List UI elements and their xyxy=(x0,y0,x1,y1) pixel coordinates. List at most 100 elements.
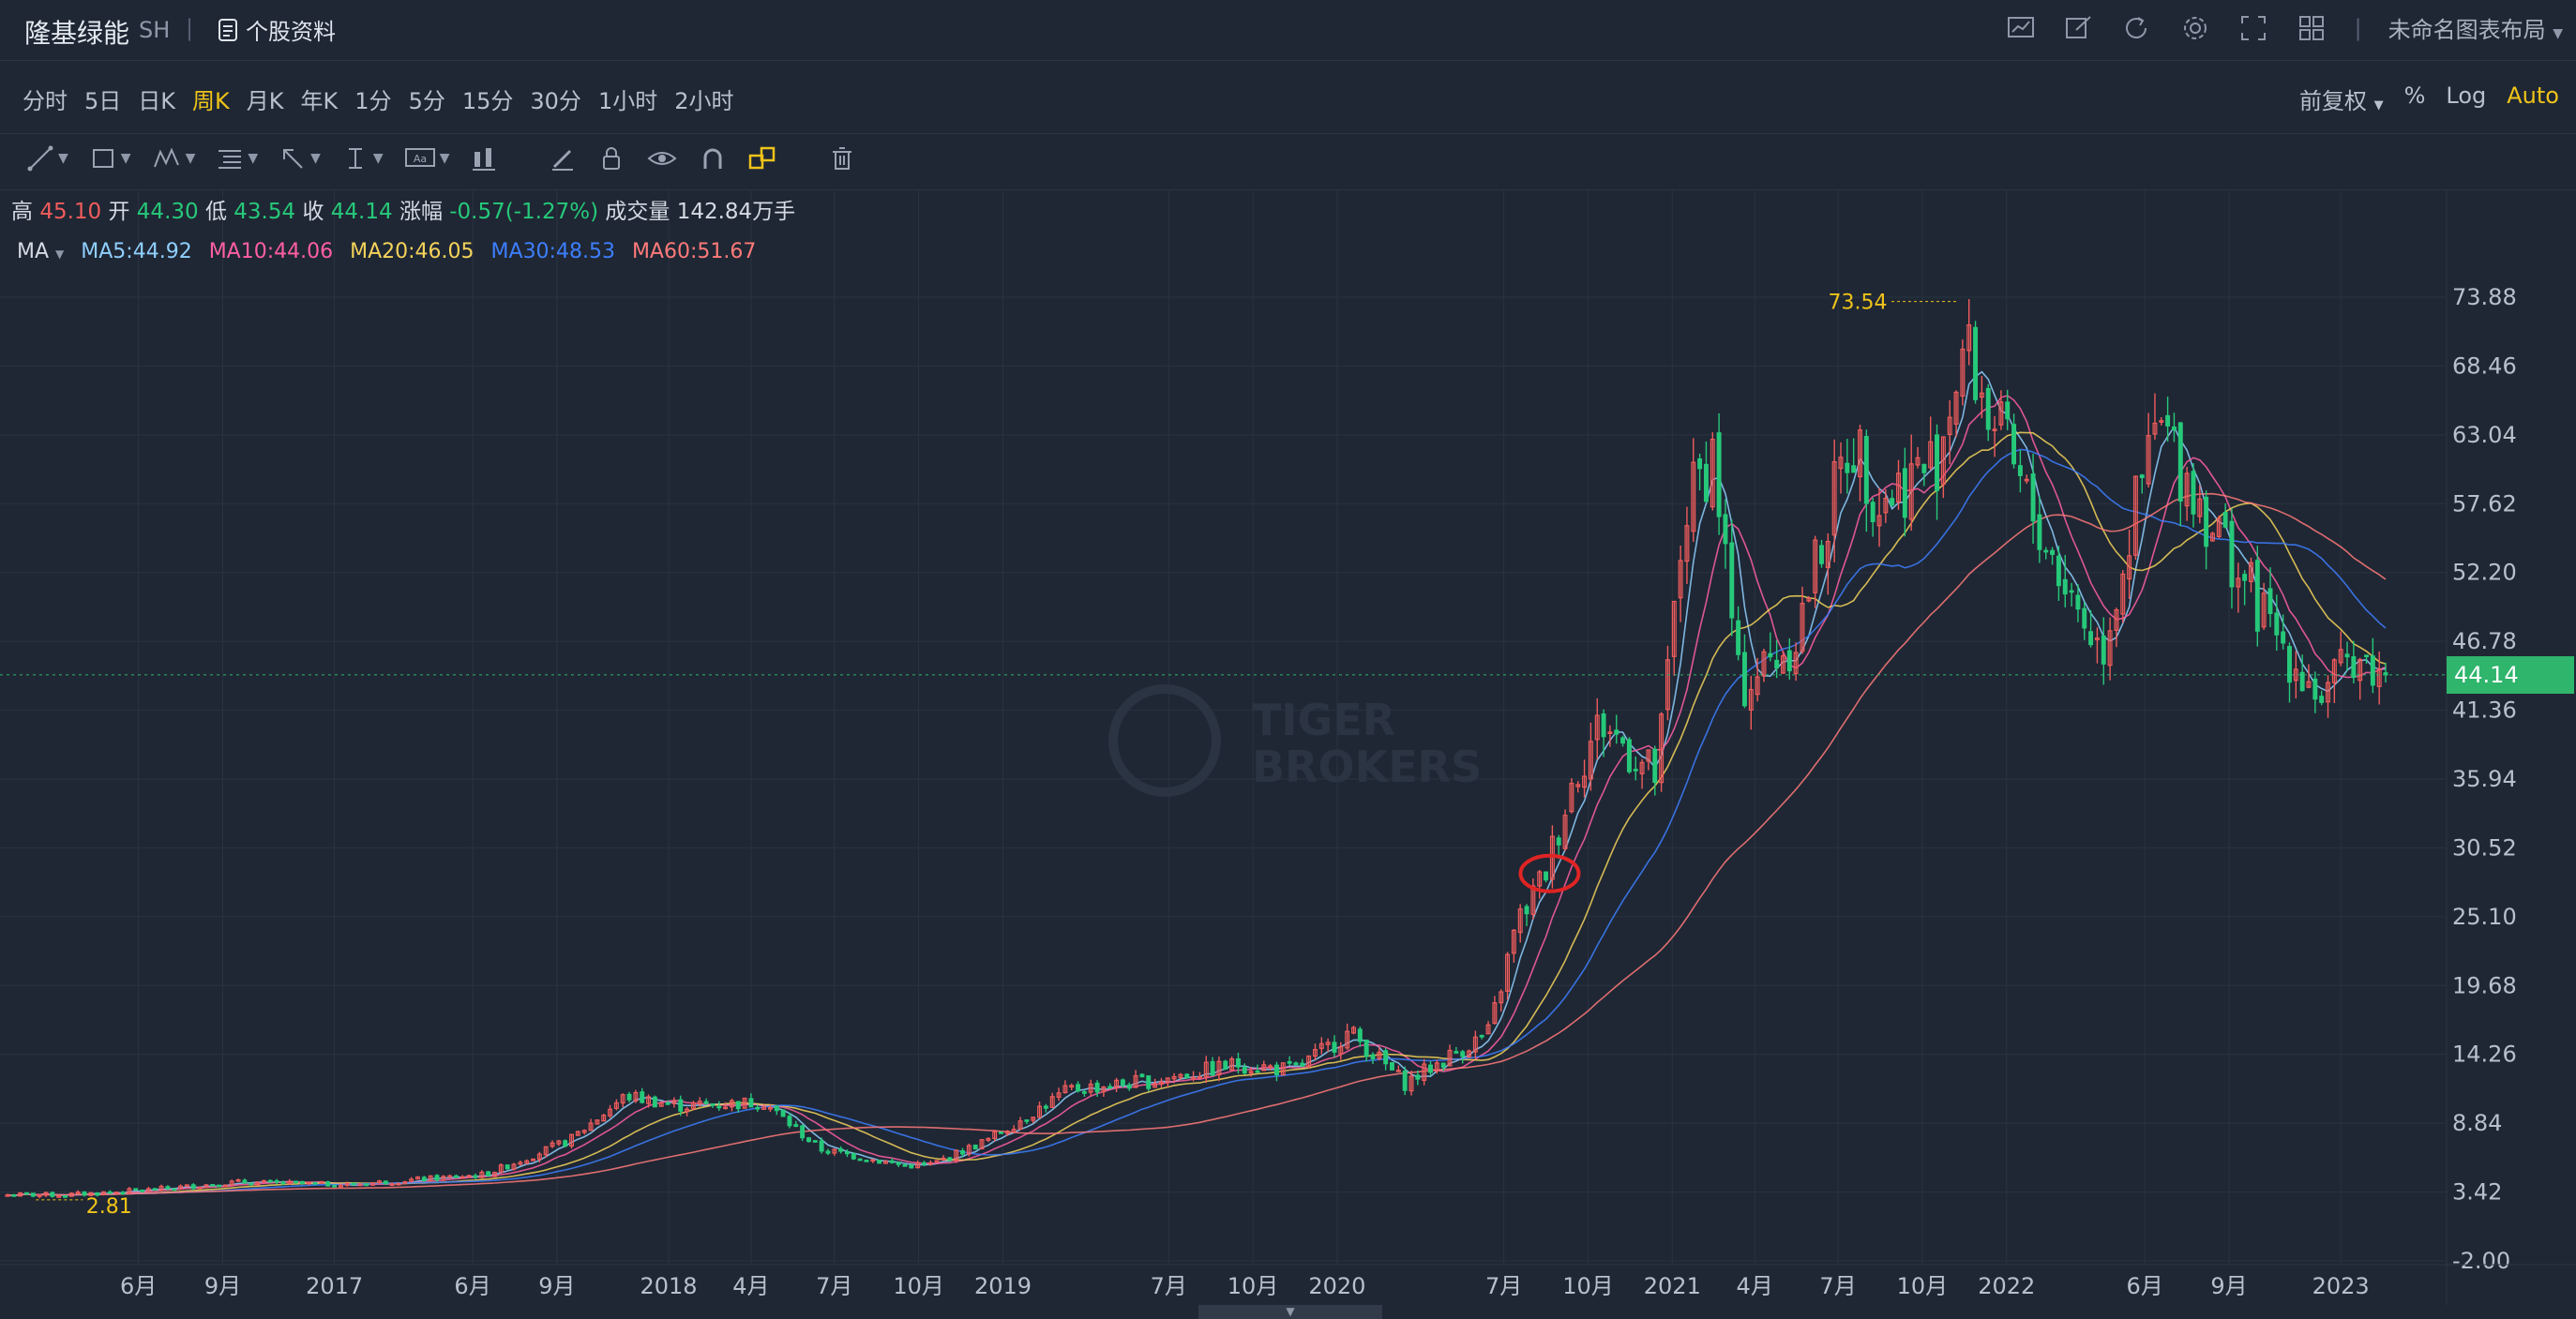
candle-up xyxy=(1377,1051,1382,1059)
candle-down xyxy=(120,1192,126,1195)
candle-up xyxy=(306,1181,311,1185)
rectangle-tool[interactable]: ▼ xyxy=(89,144,131,172)
high-value: 45.10 xyxy=(39,200,102,224)
arrow-tool[interactable]: ▼ xyxy=(279,144,321,172)
candle-down xyxy=(364,1183,369,1187)
candle-down xyxy=(267,1179,273,1183)
candle-down xyxy=(1845,462,1850,473)
change-value: -0.57(-1.27%) xyxy=(449,200,599,224)
time-tick-label: 2018 xyxy=(640,1273,698,1299)
link-shapes-tool[interactable] xyxy=(747,144,777,172)
candle-up xyxy=(479,1171,485,1178)
watermark-logo xyxy=(1108,684,1221,797)
candle-up xyxy=(1813,539,1818,593)
candle-up xyxy=(101,1191,107,1195)
stock-profile-button[interactable]: 个股资料 xyxy=(218,13,336,46)
indicator-select[interactable]: MA ▼ xyxy=(17,240,64,263)
pattern-tool[interactable]: ▼ xyxy=(152,144,195,172)
timeframe-4[interactable]: 月K xyxy=(246,88,284,114)
time-axis[interactable]: 6月 9月 2017 6月 9月 2018 4月 7月 10月 2019 7月 10月 2020 7月 10… xyxy=(0,1264,2576,1299)
pencil-tool[interactable] xyxy=(549,144,577,172)
candle-down xyxy=(1524,906,1529,915)
settings-icon[interactable] xyxy=(2179,12,2211,44)
candle-up xyxy=(1165,1077,1170,1084)
magnet-tool[interactable] xyxy=(699,144,727,172)
delete-drawings-tool[interactable] xyxy=(828,144,856,172)
time-tick-label: 10月 xyxy=(1228,1273,1279,1299)
timeframe-2[interactable]: 日K xyxy=(138,88,176,114)
timeframe-9[interactable]: 30分 xyxy=(530,88,581,114)
text-label-tool[interactable]: Aa ▼ xyxy=(404,144,449,172)
candle-down xyxy=(1357,1028,1363,1042)
candle-down xyxy=(2312,678,2318,700)
fullscreen-icon[interactable] xyxy=(2237,12,2269,44)
candle-up xyxy=(556,1140,562,1145)
timeframe-6[interactable]: 1分 xyxy=(354,88,392,114)
percent-scale-toggle[interactable]: % xyxy=(2403,82,2426,109)
refresh-icon[interactable] xyxy=(2121,12,2153,44)
time-tick-label: 2019 xyxy=(974,1273,1032,1299)
candle-up xyxy=(1203,1061,1209,1078)
chart-icon[interactable] xyxy=(2005,12,2037,44)
time-tick-label: 2020 xyxy=(1308,1273,1365,1299)
timeframe-8[interactable]: 15分 xyxy=(461,88,514,114)
candle-down xyxy=(1081,1091,1087,1094)
visibility-tool[interactable] xyxy=(646,144,678,172)
candle-up xyxy=(1280,1062,1286,1076)
candle-down xyxy=(1851,465,1857,473)
candle-up xyxy=(1947,416,1952,436)
timeframe-0[interactable]: 分时 xyxy=(23,88,68,114)
chart-layout-menu[interactable]: 未命名图表布局 ▼ xyxy=(2388,11,2563,44)
highlight-circle xyxy=(1518,853,1581,893)
timeframe-3[interactable]: 周K xyxy=(192,88,230,114)
fibonacci-tool[interactable]: ▼ xyxy=(216,144,258,172)
price-tick-label: 3.42 xyxy=(2452,1179,2502,1206)
candle-up xyxy=(5,1194,10,1197)
candle-up xyxy=(536,1153,542,1161)
timeframe-5[interactable]: 年K xyxy=(300,88,339,114)
candle-down xyxy=(249,1182,254,1186)
text-cursor-tool[interactable]: ▼ xyxy=(341,144,384,172)
candle-up xyxy=(2114,609,2119,631)
candle-up xyxy=(1800,603,1805,652)
candle-down xyxy=(50,1192,55,1197)
candle-down xyxy=(1287,1061,1292,1064)
watermark-text: BROKERS xyxy=(1252,742,1482,792)
timeframe-7[interactable]: 5分 xyxy=(408,88,445,114)
candle-up xyxy=(287,1180,293,1185)
candle-down xyxy=(2062,578,2068,595)
candle-up xyxy=(1505,953,1511,992)
arrow-icon xyxy=(283,149,303,169)
timeframe-11[interactable]: 2小时 xyxy=(674,88,734,114)
candle-up xyxy=(979,1139,985,1149)
candle-down xyxy=(1210,1060,1215,1076)
auto-scale-toggle[interactable]: Auto xyxy=(2507,82,2559,109)
caret-down-icon: ▼ xyxy=(1286,1305,1295,1318)
candle-down xyxy=(2344,653,2350,658)
stock-name: 隆基绿能 xyxy=(24,18,130,49)
candle-down xyxy=(1235,1057,1241,1068)
adjust-mode-select[interactable]: 前复权 ▼ xyxy=(2299,82,2384,115)
candle-up xyxy=(729,1100,734,1108)
lock-tool[interactable] xyxy=(597,144,625,172)
price-axis[interactable]: 73.88 68.46 63.04 57.62 52.20 46.78 41.36 35.94… xyxy=(2446,189,2517,1305)
log-scale-toggle[interactable]: Log xyxy=(2446,82,2487,109)
candle-up xyxy=(1306,1055,1312,1068)
candle-up xyxy=(954,1149,959,1162)
panel-resize-handle[interactable]: ▼ xyxy=(1198,1305,1382,1319)
low-marker-label: 2.81 xyxy=(86,1195,132,1219)
grid-layout-icon[interactable] xyxy=(2296,12,2327,44)
candle-down xyxy=(140,1190,145,1192)
timeframe-10[interactable]: 1小时 xyxy=(597,88,658,114)
candle-down xyxy=(909,1164,914,1169)
pencil-icon xyxy=(552,149,574,171)
edit-icon[interactable] xyxy=(2063,12,2095,44)
candle-up xyxy=(531,1158,535,1162)
candle-type-tool[interactable] xyxy=(470,144,498,172)
trend-line-tool[interactable]: ▼ xyxy=(26,144,68,172)
candle-down xyxy=(2319,696,2325,703)
candle-up xyxy=(2197,498,2203,517)
time-tick-label: 7月 xyxy=(1485,1273,1522,1299)
timeframe-1[interactable]: 5日 xyxy=(84,88,122,114)
